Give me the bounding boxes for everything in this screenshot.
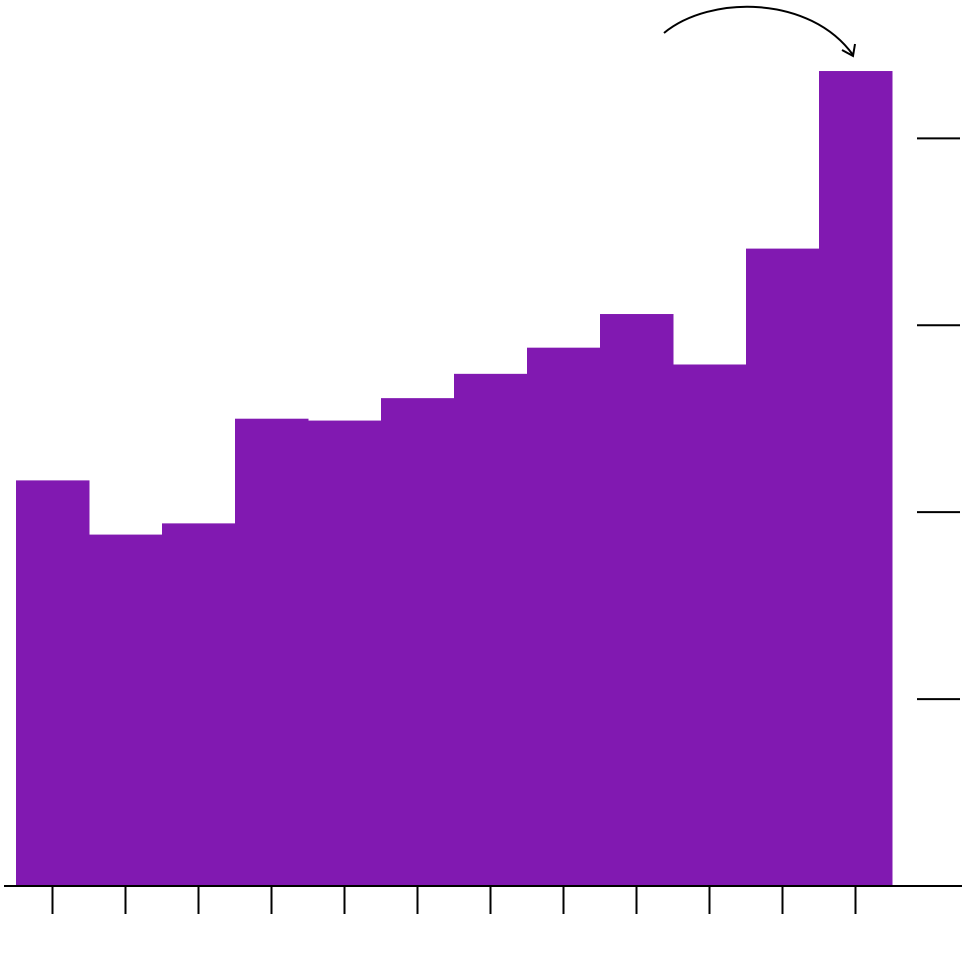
bar xyxy=(235,418,309,886)
bar xyxy=(600,314,674,886)
bar xyxy=(673,364,747,887)
bar xyxy=(746,248,820,886)
arrow xyxy=(663,5,854,56)
bar xyxy=(454,373,528,886)
arrow-head xyxy=(841,43,856,58)
bar xyxy=(381,398,455,886)
bar xyxy=(162,523,236,886)
bars xyxy=(16,71,893,887)
bar xyxy=(819,71,893,886)
bar xyxy=(527,347,601,886)
bar xyxy=(308,420,382,886)
bar xyxy=(89,534,163,886)
bar xyxy=(16,480,90,886)
